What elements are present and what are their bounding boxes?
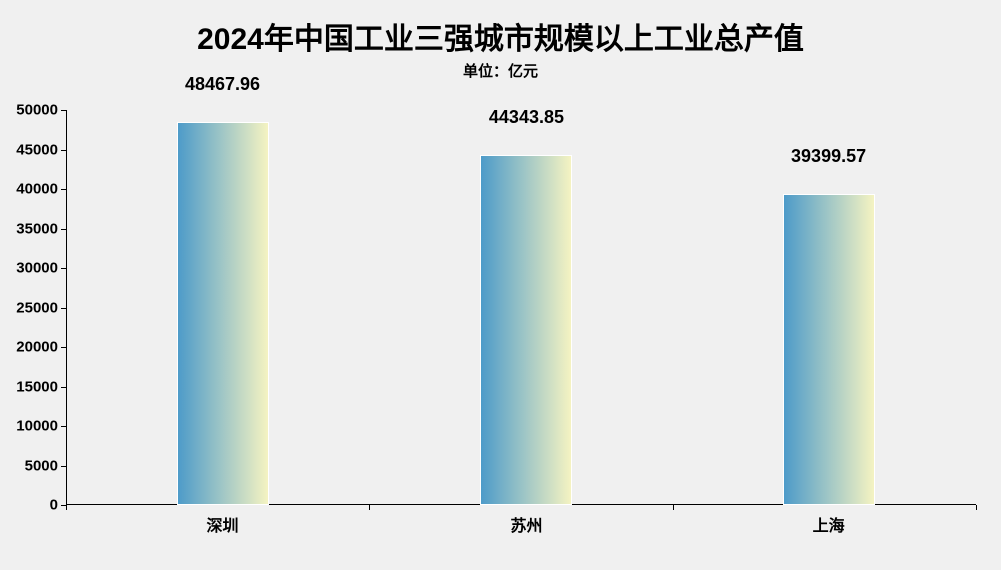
y-tick-label: 10000 bbox=[16, 418, 58, 435]
x-tick-mark bbox=[66, 505, 67, 510]
bar-value-label: 48467.96 bbox=[185, 74, 260, 95]
y-tick-mark bbox=[61, 387, 66, 388]
x-tick-mark bbox=[369, 505, 370, 510]
y-tick-label: 35000 bbox=[16, 220, 58, 237]
bar bbox=[783, 194, 875, 505]
y-tick-mark bbox=[61, 466, 66, 467]
y-tick-label: 25000 bbox=[16, 299, 58, 316]
y-tick-label: 30000 bbox=[16, 260, 58, 277]
y-tick-label: 20000 bbox=[16, 339, 58, 356]
y-tick-label: 15000 bbox=[16, 378, 58, 395]
y-tick-label: 50000 bbox=[16, 102, 58, 119]
x-tick-mark bbox=[673, 505, 674, 510]
y-axis-line bbox=[66, 110, 67, 505]
y-tick-mark bbox=[61, 110, 66, 111]
chart-container: 2024年中国工业三强城市规模以上工业总产值 单位：亿元 48467.96 443… bbox=[0, 0, 1001, 570]
y-tick-mark bbox=[61, 308, 66, 309]
chart-title: 2024年中国工业三强城市规模以上工业总产值 bbox=[0, 0, 1001, 58]
y-tick-label: 40000 bbox=[16, 181, 58, 198]
category-label: 深圳 bbox=[207, 512, 239, 536]
y-tick-mark bbox=[61, 426, 66, 427]
chart-subtitle: 单位：亿元 bbox=[0, 60, 1001, 81]
category-label: 苏州 bbox=[510, 512, 542, 536]
y-tick-label: 5000 bbox=[25, 457, 58, 474]
bar bbox=[177, 122, 269, 505]
y-tick-mark bbox=[61, 229, 66, 230]
y-tick-label: 45000 bbox=[16, 141, 58, 158]
y-tick-mark bbox=[61, 189, 66, 190]
category-label: 上海 bbox=[813, 512, 845, 536]
y-tick-mark bbox=[61, 150, 66, 151]
x-tick-mark bbox=[976, 505, 977, 510]
y-tick-mark bbox=[61, 347, 66, 348]
bar bbox=[480, 155, 572, 505]
bar-value-label: 44343.85 bbox=[489, 107, 564, 128]
y-tick-label: 0 bbox=[50, 497, 58, 514]
plot-area: 48467.9644343.8539399.57 bbox=[66, 110, 976, 505]
bar-value-label: 39399.57 bbox=[791, 146, 866, 167]
y-tick-mark bbox=[61, 268, 66, 269]
